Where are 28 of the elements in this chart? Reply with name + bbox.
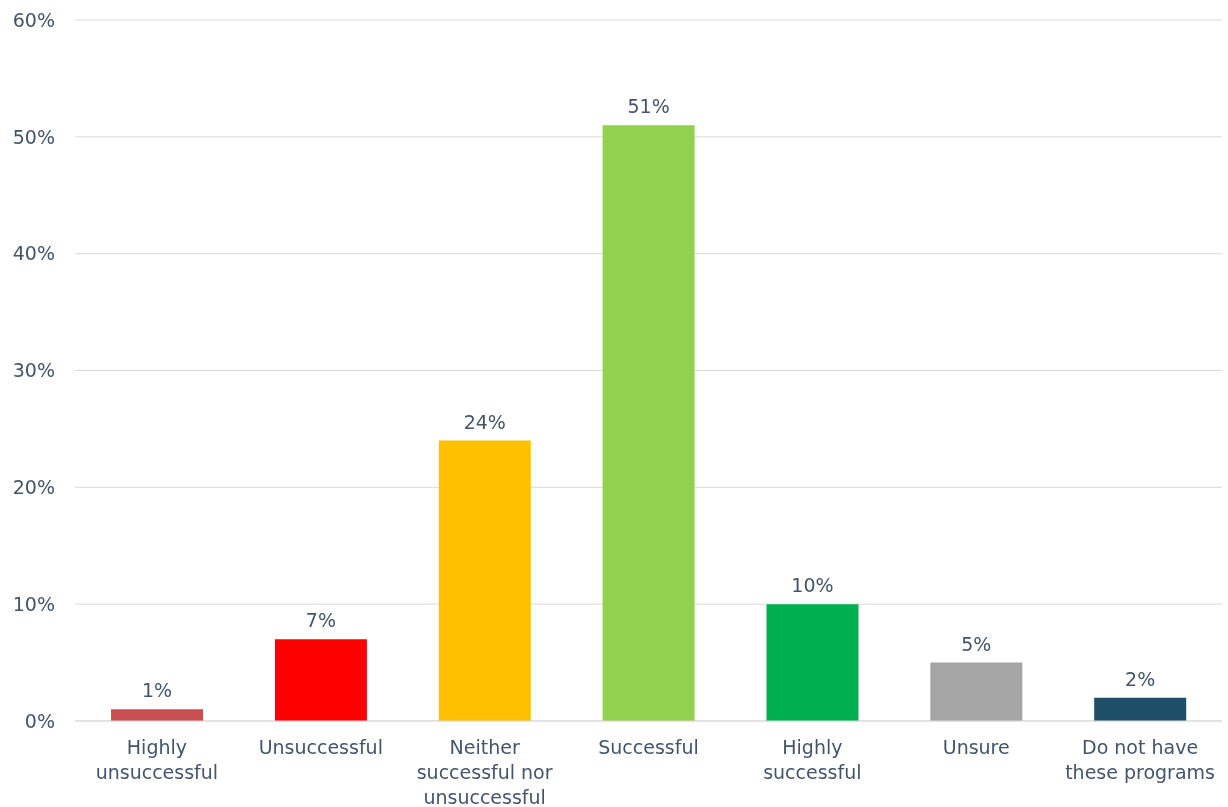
data-label: 5% <box>961 632 992 655</box>
data-label: 7% <box>305 609 336 632</box>
x-tick-label: Highly unsuccessful <box>95 736 219 783</box>
bar <box>1094 697 1187 721</box>
y-tick-label: 50% <box>12 125 55 148</box>
x-tick-label: Neither successful nor unsuccessful <box>416 736 553 807</box>
data-label: 2% <box>1125 667 1156 690</box>
x-tick-label: Successful <box>598 736 699 758</box>
y-tick-label: 10% <box>12 592 55 615</box>
bar <box>111 709 204 721</box>
y-tick-label: 40% <box>12 242 55 265</box>
bar <box>274 639 367 721</box>
data-label: 10% <box>791 574 834 597</box>
x-tick-label: Unsure <box>942 736 1010 758</box>
x-tick-label: Do not have these programs <box>1065 736 1215 783</box>
bar <box>930 662 1023 721</box>
y-tick-label: 0% <box>24 709 55 732</box>
x-tick-label: Unsuccessful <box>258 736 383 758</box>
data-label: 24% <box>463 410 506 433</box>
bar <box>602 125 695 721</box>
bar <box>766 604 859 721</box>
data-label: 1% <box>141 679 173 702</box>
y-tick-label: 20% <box>12 476 55 499</box>
y-tick-label: 60% <box>12 8 55 31</box>
y-tick-label: 30% <box>12 359 55 382</box>
bar <box>438 440 531 721</box>
data-label: 51% <box>627 95 670 118</box>
x-tick-label: Highly successful <box>763 736 862 783</box>
